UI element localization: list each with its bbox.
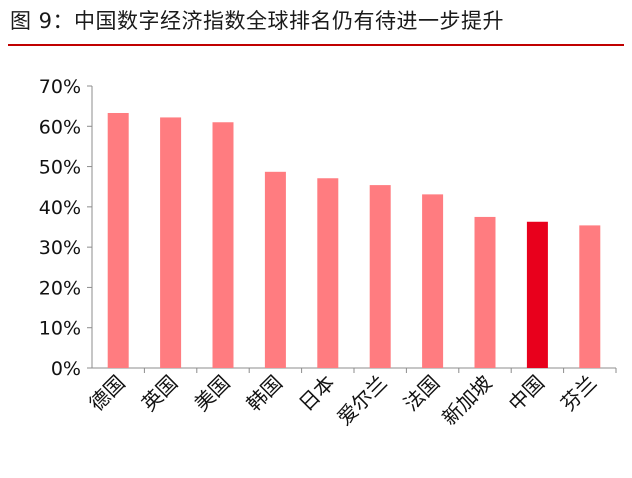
x-category-label: 法国 (399, 371, 444, 416)
x-category-label: 德国 (84, 371, 129, 416)
x-category-label: 日本 (294, 371, 339, 416)
y-tick-label: 20% (39, 277, 81, 299)
bar (107, 112, 129, 369)
x-category-label: 美国 (189, 371, 234, 416)
bar (579, 225, 601, 368)
y-tick-label: 50% (39, 157, 81, 179)
bar (369, 185, 391, 368)
bar (160, 117, 182, 369)
bar-highlight (526, 221, 548, 368)
title-divider (8, 44, 624, 46)
y-tick-label: 0% (51, 358, 81, 380)
bar (212, 122, 234, 368)
bar-layer (107, 112, 601, 369)
y-tick-label: 70% (39, 76, 81, 98)
x-category-label: 新加坡 (437, 371, 496, 430)
x-category-label: 芬兰 (556, 371, 601, 416)
bar (264, 171, 286, 368)
y-tick-label: 60% (39, 116, 81, 138)
y-tick-label: 40% (39, 197, 81, 219)
x-category-label: 中国 (504, 371, 549, 416)
bar (317, 178, 339, 368)
x-category-label: 英国 (137, 371, 182, 416)
bar (474, 216, 496, 368)
figure-title: 图 9：中国数字经济指数全球排名仍有待进一步提升 (10, 9, 505, 33)
bar (422, 194, 444, 368)
x-category-label: 爱尔兰 (332, 371, 391, 430)
x-category-label: 韩国 (242, 371, 287, 416)
y-tick-label: 10% (39, 318, 81, 340)
y-tick-label: 30% (39, 237, 81, 259)
